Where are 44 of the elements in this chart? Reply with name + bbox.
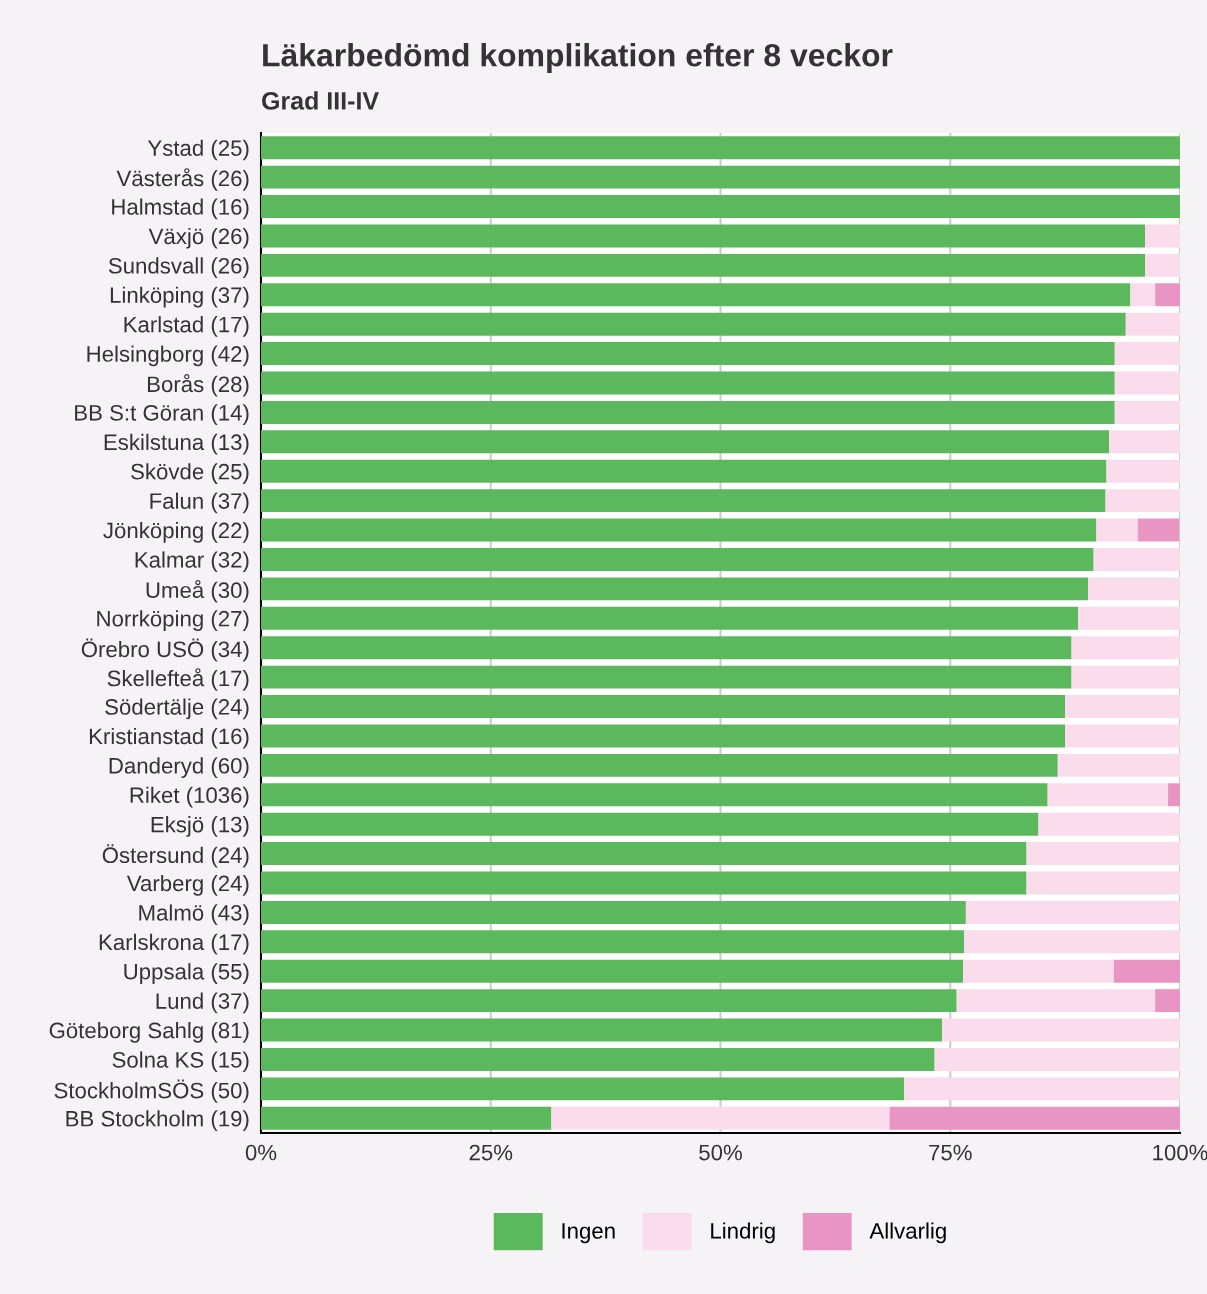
chart-subtitle: Grad III-IV <box>262 91 379 110</box>
y-tick-label: Örebro USÖ (34) <box>81 638 249 662</box>
y-tick-label: Danderyd (60) <box>109 757 249 779</box>
y-tick-label: Malmö (43) <box>139 904 249 926</box>
x-tick-label: 100% <box>1153 1144 1207 1161</box>
y-tick-label: Uppsala (55) <box>124 963 249 984</box>
y-tick-label: Jönköping (22) <box>103 522 249 543</box>
y-tick-label: Karlstad (17) <box>124 316 249 337</box>
y-tick-label: Eksjö (13) <box>151 816 249 837</box>
legend-label: Allvarlig <box>869 1222 946 1244</box>
y-tick-label: Halmstad (16) <box>112 198 249 220</box>
x-tick-label: 25% <box>469 1144 513 1161</box>
y-tick-label: Kalmar (32) <box>135 551 249 573</box>
y-tick-label: Lund (37) <box>156 992 249 1014</box>
y-tick-label: Skövde (25) <box>131 463 249 484</box>
x-tick-label: 50% <box>699 1144 742 1161</box>
y-tick-label: BB Stockholm (19) <box>66 1110 249 1131</box>
y-tick-label: Östersund (24) <box>102 844 249 868</box>
y-tick-label: Göteborg Sahlg (81) <box>49 1022 249 1043</box>
y-tick-label: Falun (37) <box>150 492 249 514</box>
y-tick-label: Södertälje (24) <box>105 698 249 720</box>
y-tick-label: Helsingborg (42) <box>87 345 249 367</box>
y-tick-label: StockholmSÖS (50) <box>54 1079 249 1103</box>
y-tick-label: Eskilstuna (13) <box>104 433 249 455</box>
y-tick-label: Borås (28) <box>147 374 249 397</box>
x-tick-label: 0% <box>245 1144 277 1161</box>
legend-label: Lindrig <box>711 1222 775 1244</box>
y-tick-label: Västerås (26) <box>116 168 249 191</box>
y-tick-label: Skellefteå (17) <box>107 668 249 691</box>
y-tick-label: Umeå (30) <box>146 579 249 603</box>
legend-label: Ingen <box>562 1223 615 1244</box>
y-tick-label: Riket (1036) <box>130 786 249 808</box>
chart-title: Läkarbedömd komplikation efter 8 veckor <box>263 43 893 73</box>
x-tick-label: 75% <box>929 1144 972 1161</box>
y-tick-label: BB S:t Göran (14) <box>75 404 249 426</box>
y-tick-label: Solna KS (15) <box>112 1051 249 1073</box>
y-tick-label: Linköping (37) <box>110 286 249 308</box>
y-tick-label: Ystad (25) <box>147 139 249 161</box>
y-tick-label: Växjö (26) <box>148 227 249 249</box>
y-tick-label: Varberg (24) <box>126 874 249 896</box>
y-tick-label: Kristianstad (16) <box>89 727 249 749</box>
y-tick-label: Norrköping (27) <box>97 610 249 631</box>
y-tick-label: Karlskrona (17) <box>99 933 249 955</box>
y-tick-label: Sundsvall (26) <box>108 257 249 279</box>
